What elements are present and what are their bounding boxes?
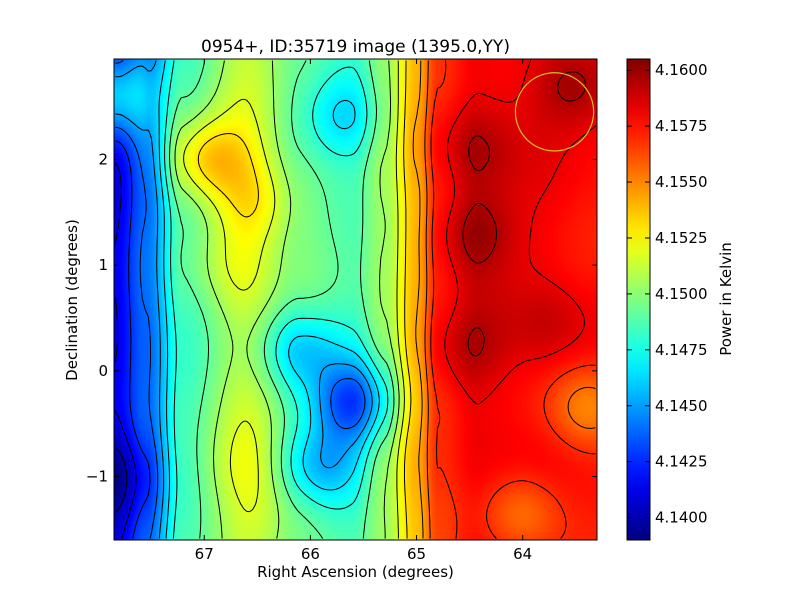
colorbar-fill [627, 59, 650, 540]
contour-level-14 [430, 60, 596, 539]
contour-level-15 [444, 60, 596, 405]
y-tick-label: 0 [98, 362, 108, 380]
colorbar-ticks: 4.1400 4.1425 4.1450 4.1475 4.1500 4.1525 4.15… [627, 61, 708, 527]
plot-area: 67 66 65 64 −1 0 1 2 [86, 58, 598, 563]
colorbar: 4.1400 4.1425 4.1450 4.1475 4.1500 4.1525 4.15… [626, 58, 735, 541]
colorbar-tick-label: 4.1400 [655, 509, 708, 527]
colorbar-tick-label: 4.1500 [655, 285, 708, 303]
colorbar-tick-label: 4.1425 [655, 453, 708, 471]
contour-level-2 [115, 163, 137, 539]
y-tick-label: 2 [98, 150, 108, 168]
colorbar-tick-label: 4.1450 [655, 397, 708, 415]
colorbar-tick-label: 4.1525 [655, 229, 708, 247]
y-tick-label: −1 [86, 468, 108, 486]
colorbar-frame [626, 58, 651, 541]
contour-level-3 [115, 140, 151, 539]
contour-level-10 [183, 60, 405, 539]
contour-level-16 [462, 71, 586, 357]
x-tick-label: 66 [301, 545, 320, 563]
x-tick-label: 67 [195, 545, 214, 563]
beam-circle-marker [514, 72, 595, 152]
axes-frame [113, 58, 598, 541]
contour-level-12 [412, 60, 424, 539]
colorbar-label: Power in Kelvin [717, 242, 735, 356]
contour-level-1 [115, 448, 128, 513]
contour-level-11 [197, 60, 412, 539]
heatmap-image [114, 59, 597, 540]
contour-level-4 [115, 60, 366, 539]
contour-lines [115, 60, 596, 539]
x-axis-ticks: 67 66 65 64 [195, 59, 532, 563]
colorbar-tick-label: 4.1600 [655, 61, 708, 79]
colorbar-tick-label: 4.1475 [655, 341, 708, 359]
contour-level-6 [158, 60, 380, 539]
contour-level-9 [174, 60, 400, 539]
contour-level-7 [164, 60, 389, 539]
x-tick-label: 65 [407, 545, 426, 563]
colorbar-tick-label: 4.1550 [655, 173, 708, 191]
contour-level-5 [115, 60, 373, 539]
chart-title: 0954+, ID:35719 image (1395.0,YY) [201, 37, 510, 57]
y-tick-label: 1 [98, 256, 108, 274]
y-axis-ticks: −1 0 1 2 [86, 150, 597, 486]
contour-level-13 [424, 60, 596, 539]
x-axis-label: Right Ascension (degrees) [257, 563, 454, 581]
x-tick-label: 64 [513, 545, 532, 563]
y-axis-label: Declination (degrees) [63, 219, 81, 381]
colorbar-tick-label: 4.1575 [655, 117, 708, 135]
